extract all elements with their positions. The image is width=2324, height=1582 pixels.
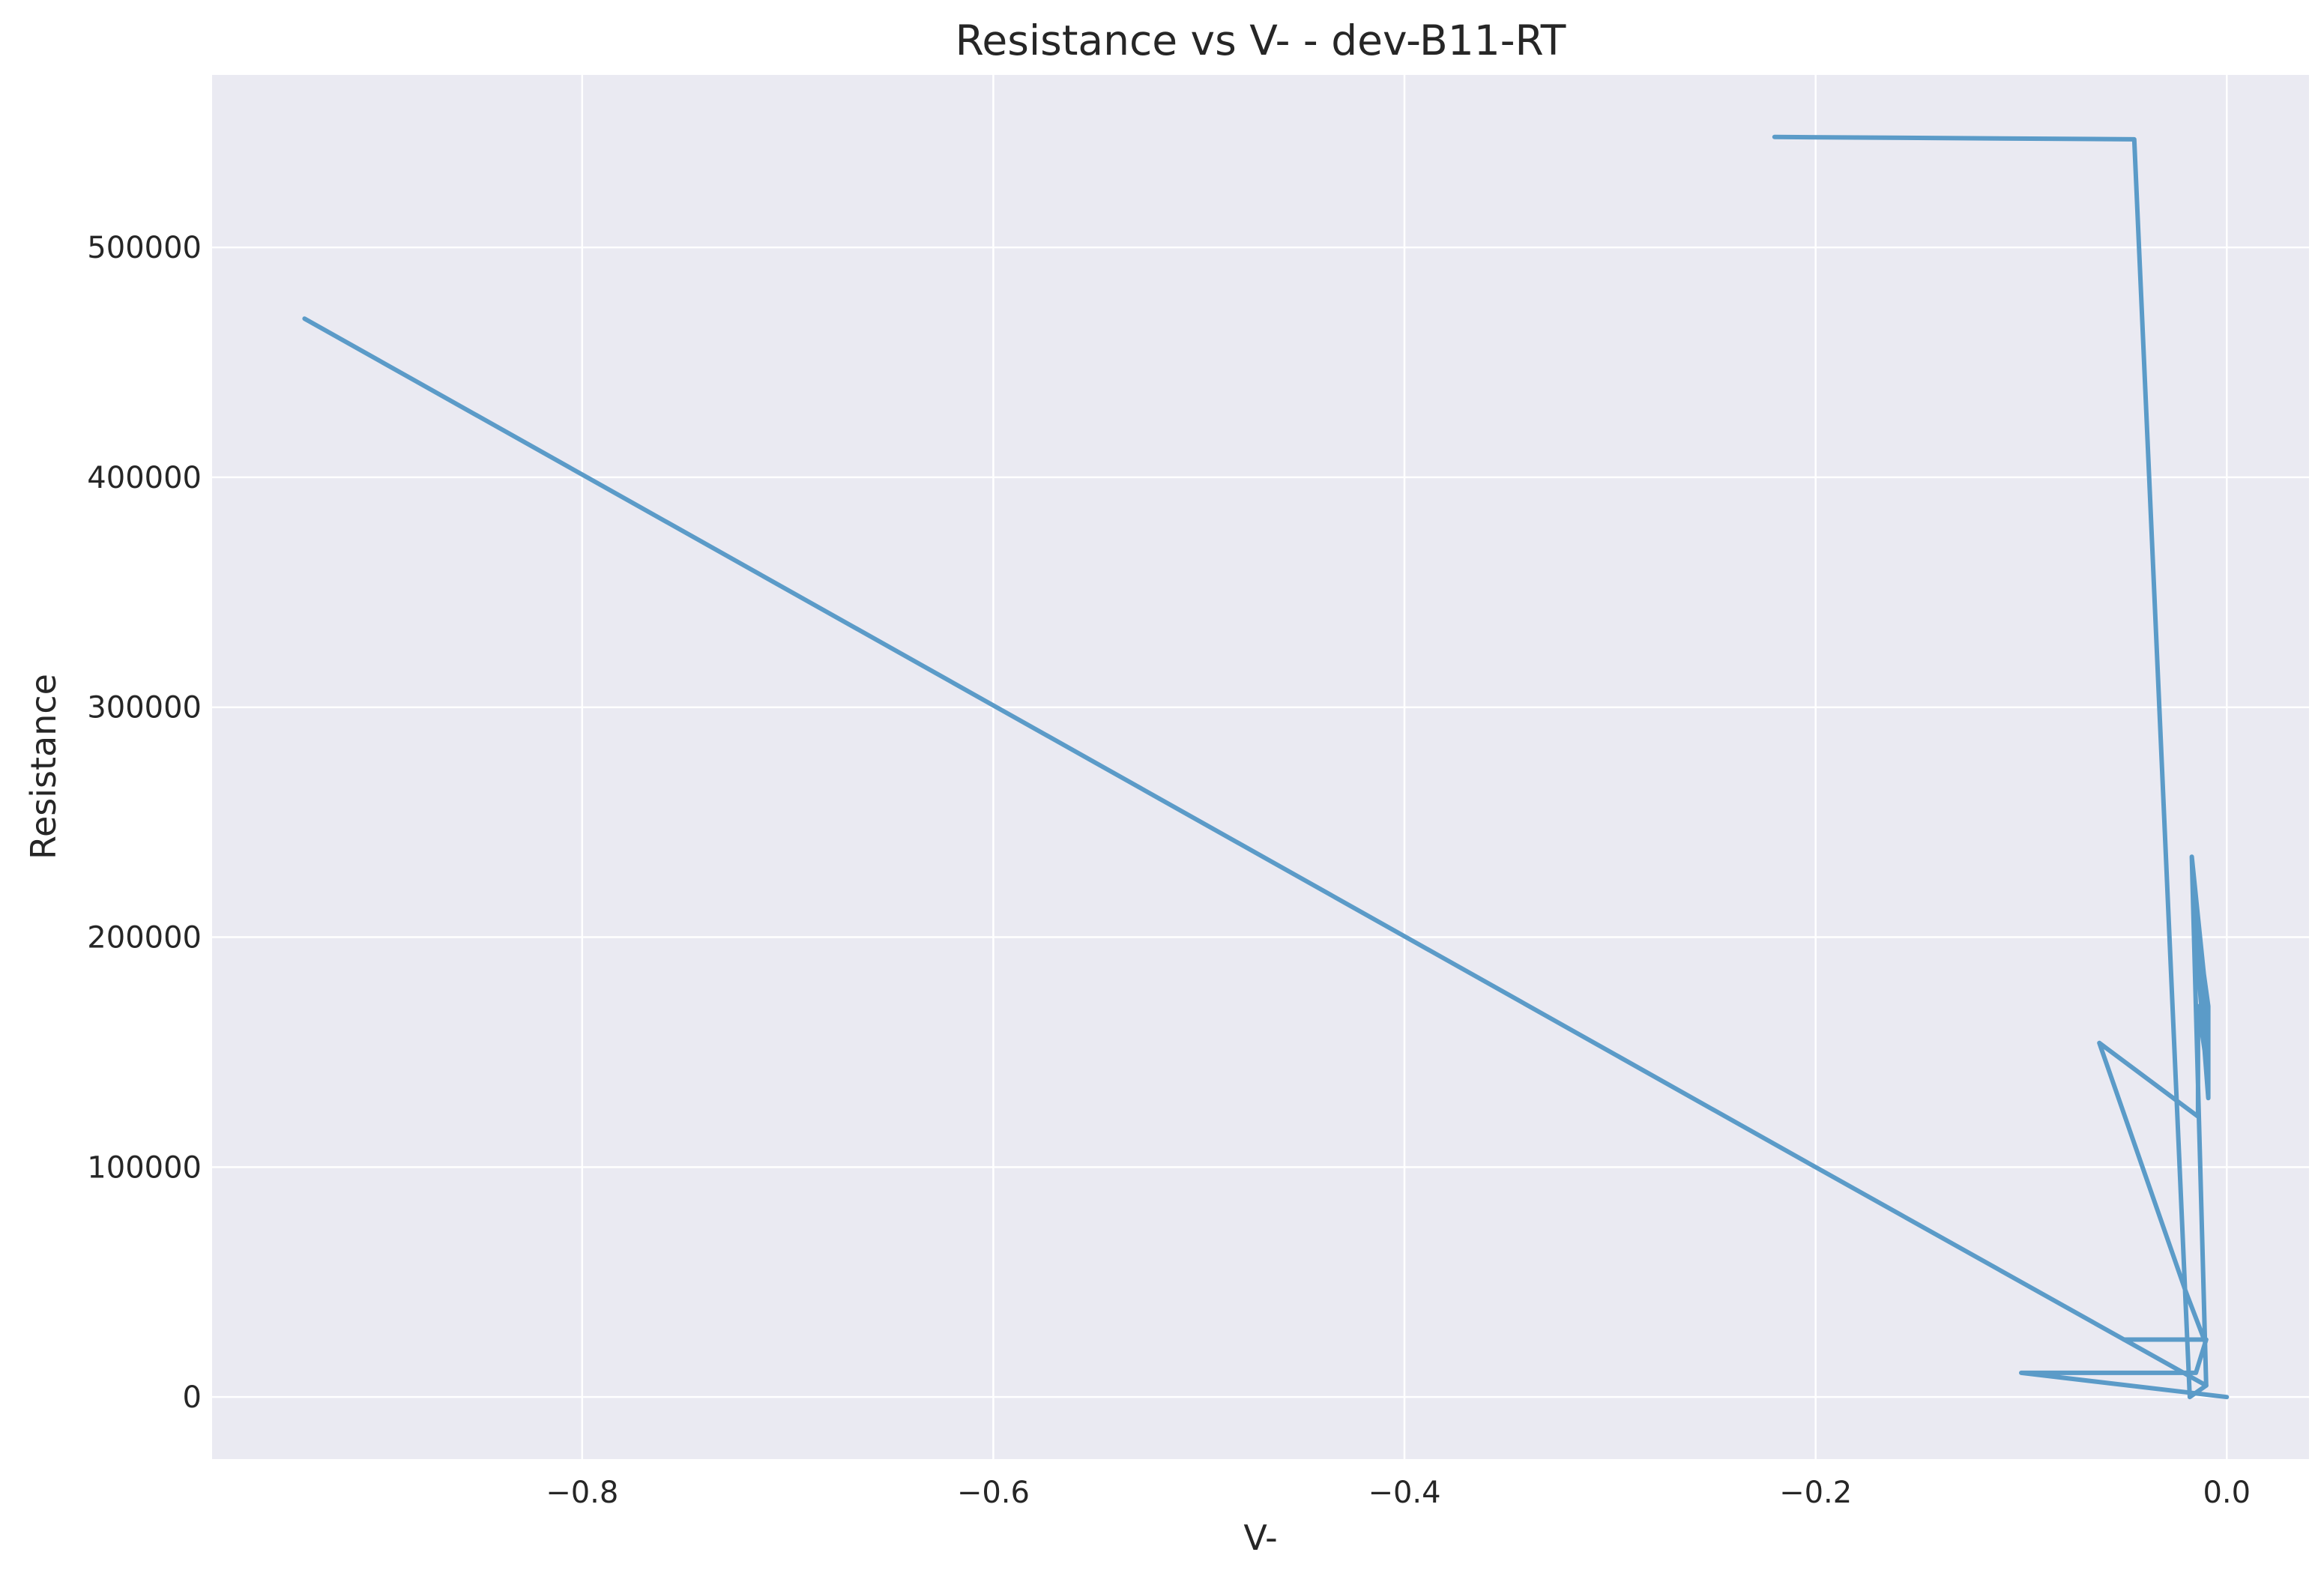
x-tick-label: −0.4 [1368,1476,1440,1510]
chart-title: Resistance vs V- - dev-B11-RT [956,16,1566,64]
grid-lines [212,75,2309,1459]
x-axis-label: V- [1243,1518,1277,1558]
y-tick-label: 500000 [87,231,202,265]
series-line-2 [302,316,2209,1388]
y-tick-label: 0 [183,1380,202,1415]
x-tick-label: 0.0 [2203,1476,2251,1510]
y-tick-label: 200000 [87,921,202,955]
x-tick-label: −0.8 [546,1476,618,1510]
y-tick-label: 400000 [87,461,202,495]
y-tick-label: 300000 [87,691,202,725]
x-tick-label: −0.2 [1779,1476,1852,1510]
y-tick-labels: 0 100000 200000 300000 400000 500000 [87,231,202,1415]
x-tick-label: −0.6 [957,1476,1030,1510]
y-axis-label: Resistance [23,674,64,860]
x-tick-labels: −0.8 −0.6 −0.4 −0.2 0.0 [546,1476,2251,1510]
series-group [302,134,2230,1400]
series-line-1 [1772,134,2230,1400]
y-tick-label: 100000 [87,1150,202,1185]
plot-background [212,75,2309,1459]
